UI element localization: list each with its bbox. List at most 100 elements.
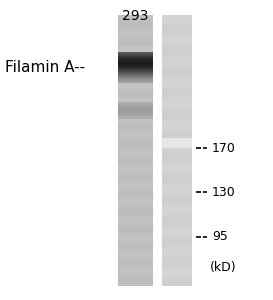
- Bar: [162, 226, 192, 227]
- Bar: [118, 103, 153, 105]
- Bar: [162, 23, 192, 25]
- Bar: [118, 46, 153, 48]
- Bar: [118, 186, 153, 188]
- Bar: [162, 76, 192, 78]
- Bar: [118, 282, 153, 284]
- Bar: [118, 123, 153, 125]
- Bar: [162, 223, 192, 225]
- Bar: [162, 115, 192, 117]
- Bar: [162, 196, 192, 198]
- Bar: [118, 115, 153, 116]
- Bar: [162, 107, 192, 109]
- Bar: [118, 77, 153, 78]
- Bar: [162, 139, 192, 141]
- Bar: [118, 102, 153, 103]
- Bar: [162, 74, 192, 76]
- Bar: [118, 74, 153, 75]
- Bar: [118, 116, 153, 118]
- Bar: [162, 186, 192, 188]
- Bar: [162, 143, 192, 145]
- Bar: [118, 76, 153, 77]
- Bar: [162, 140, 192, 142]
- Bar: [162, 105, 192, 107]
- Bar: [162, 110, 192, 111]
- Bar: [118, 170, 153, 172]
- Bar: [118, 131, 153, 133]
- Bar: [162, 182, 192, 184]
- Bar: [162, 89, 192, 91]
- Bar: [162, 176, 192, 178]
- Bar: [118, 68, 153, 70]
- Bar: [118, 158, 153, 160]
- Bar: [162, 91, 192, 92]
- Bar: [118, 182, 153, 184]
- Bar: [162, 138, 192, 140]
- Bar: [118, 151, 153, 153]
- Bar: [162, 116, 192, 118]
- Bar: [118, 110, 153, 112]
- Bar: [162, 96, 192, 98]
- Bar: [162, 232, 192, 234]
- Bar: [162, 282, 192, 284]
- Bar: [118, 74, 153, 76]
- Bar: [162, 192, 192, 194]
- Bar: [118, 111, 153, 112]
- Bar: [118, 193, 153, 195]
- Bar: [162, 69, 192, 71]
- Bar: [162, 270, 192, 272]
- Bar: [118, 100, 153, 102]
- Bar: [162, 178, 192, 180]
- Bar: [162, 219, 192, 221]
- Bar: [118, 57, 153, 58]
- Bar: [162, 56, 192, 57]
- Bar: [162, 123, 192, 125]
- Bar: [162, 181, 192, 183]
- Bar: [118, 219, 153, 221]
- Bar: [118, 54, 153, 56]
- Bar: [118, 232, 153, 234]
- Bar: [118, 205, 153, 207]
- Bar: [162, 42, 192, 44]
- Bar: [162, 200, 192, 202]
- Bar: [118, 75, 153, 76]
- Bar: [162, 31, 192, 33]
- Bar: [118, 66, 153, 68]
- Bar: [118, 61, 153, 62]
- Bar: [118, 92, 153, 94]
- Bar: [118, 211, 153, 213]
- Bar: [162, 214, 192, 215]
- Bar: [118, 73, 153, 74]
- Bar: [118, 119, 153, 121]
- Bar: [162, 154, 192, 156]
- Bar: [162, 20, 192, 22]
- Bar: [162, 170, 192, 172]
- Bar: [162, 22, 192, 24]
- Text: 293: 293: [122, 9, 148, 23]
- Bar: [118, 81, 153, 83]
- Bar: [162, 197, 192, 199]
- Bar: [118, 103, 153, 105]
- Bar: [162, 62, 192, 64]
- Bar: [118, 80, 153, 82]
- Bar: [118, 58, 153, 59]
- Bar: [118, 67, 153, 68]
- Bar: [118, 19, 153, 21]
- Bar: [162, 59, 192, 62]
- Bar: [118, 70, 153, 71]
- Bar: [118, 59, 153, 60]
- Bar: [118, 197, 153, 199]
- Bar: [162, 172, 192, 173]
- Bar: [162, 155, 192, 157]
- Bar: [162, 188, 192, 190]
- Bar: [118, 246, 153, 248]
- Bar: [118, 105, 153, 107]
- Bar: [162, 203, 192, 205]
- Bar: [162, 82, 192, 84]
- Bar: [162, 85, 192, 87]
- Bar: [118, 150, 153, 152]
- Bar: [118, 218, 153, 219]
- Bar: [162, 174, 192, 176]
- Bar: [118, 139, 153, 141]
- Bar: [118, 234, 153, 236]
- Bar: [118, 181, 153, 183]
